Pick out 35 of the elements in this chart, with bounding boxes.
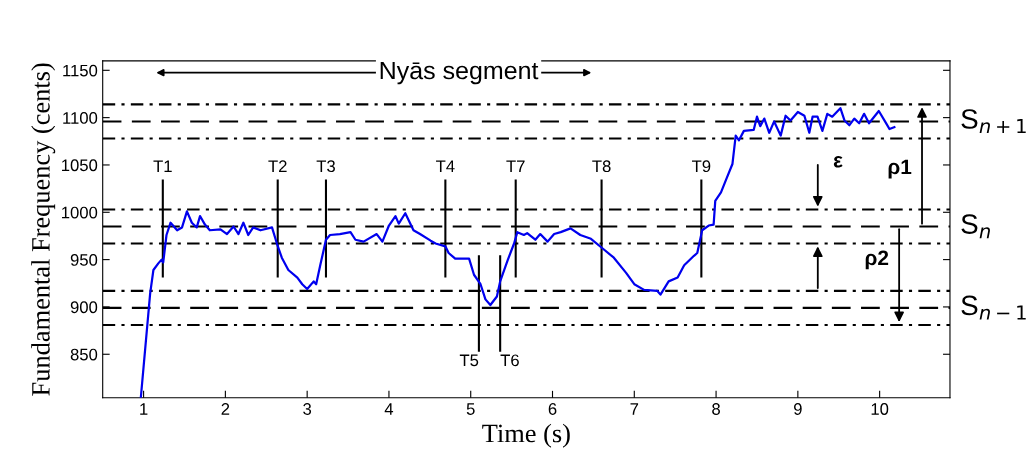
ref-line-label: T4 bbox=[436, 160, 455, 172]
ref-line-label: T2 bbox=[268, 160, 287, 172]
x-tick-label: 6 bbox=[548, 403, 557, 415]
ref-line-label: T9 bbox=[692, 160, 711, 173]
x-axis-title: Time (s) bbox=[482, 423, 570, 448]
annotation: Nyās segment bbox=[380, 61, 539, 85]
ref-line-label: T8 bbox=[592, 160, 611, 173]
y-tick-label: 900 bbox=[70, 301, 98, 314]
x-tick-label: 2 bbox=[221, 403, 230, 415]
y-tick-label: 950 bbox=[70, 254, 98, 266]
x-tick-label: 3 bbox=[303, 403, 312, 415]
x-tick-label: 4 bbox=[384, 403, 394, 415]
ref-line-label: T3 bbox=[316, 160, 335, 173]
ref-line-label: S$_{n}$ bbox=[961, 214, 990, 239]
x-tick-label: 1 bbox=[140, 403, 148, 415]
x-tick-label: 7 bbox=[630, 403, 639, 415]
y-tick-label: 1050 bbox=[62, 159, 98, 172]
y-tick-label: 1150 bbox=[63, 64, 98, 77]
x-tick-label: 8 bbox=[712, 403, 720, 415]
y-tick-label: 1000 bbox=[62, 206, 98, 219]
x-tick-label: 10 bbox=[871, 403, 889, 415]
y-tick-label: 1100 bbox=[63, 112, 98, 124]
y-axis-title: Fundamental Frequency (cents) bbox=[31, 63, 56, 396]
x-tick-label: 9 bbox=[794, 403, 802, 415]
ref-line-label: S$_{n−1}$ bbox=[961, 295, 1026, 320]
ref-line-label: T5 bbox=[459, 354, 479, 367]
annotation: ρ2 bbox=[865, 250, 889, 270]
ref-line-label: T6 bbox=[500, 354, 519, 367]
x-tick-label: 5 bbox=[466, 403, 475, 415]
ref-line-label: S$_{n+1}$ bbox=[961, 109, 1026, 134]
annotation: ε bbox=[833, 156, 843, 168]
ref-line-label: T1 bbox=[153, 160, 172, 172]
y-tick-label: 850 bbox=[70, 348, 98, 361]
ref-line-label: T7 bbox=[506, 160, 525, 172]
annotation: ρ1 bbox=[888, 159, 912, 179]
